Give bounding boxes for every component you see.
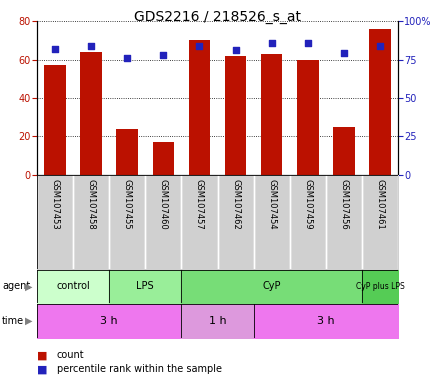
Text: GSM107461: GSM107461 <box>375 179 384 230</box>
Text: percentile rank within the sample: percentile rank within the sample <box>56 364 221 374</box>
Point <box>304 40 311 46</box>
Text: GDS2216 / 218526_s_at: GDS2216 / 218526_s_at <box>134 10 300 23</box>
Text: CyP plus LPS: CyP plus LPS <box>355 282 404 291</box>
Text: ▶: ▶ <box>25 316 33 326</box>
Text: GSM107455: GSM107455 <box>122 179 132 230</box>
Bar <box>368 29 390 175</box>
Text: GSM107453: GSM107453 <box>50 179 59 230</box>
Text: GSM107456: GSM107456 <box>339 179 348 230</box>
Text: agent: agent <box>2 281 30 291</box>
Text: LPS: LPS <box>136 281 154 291</box>
Bar <box>116 129 138 175</box>
Text: time: time <box>2 316 24 326</box>
Text: GSM107460: GSM107460 <box>158 179 168 230</box>
Text: GSM107462: GSM107462 <box>230 179 240 230</box>
Point <box>88 43 95 49</box>
Point <box>339 50 346 56</box>
Bar <box>188 40 210 175</box>
Text: 3 h: 3 h <box>316 316 334 326</box>
Point <box>124 55 131 61</box>
Text: control: control <box>56 281 90 291</box>
Bar <box>260 54 282 175</box>
Bar <box>332 127 354 175</box>
Point <box>196 43 203 49</box>
Point <box>232 47 239 53</box>
Point <box>376 43 383 49</box>
Text: GSM107459: GSM107459 <box>302 179 312 230</box>
Bar <box>44 65 66 175</box>
Bar <box>224 56 246 175</box>
Text: ■: ■ <box>37 350 47 360</box>
Point <box>51 46 58 52</box>
Text: ■: ■ <box>37 364 47 374</box>
Text: 3 h: 3 h <box>100 316 118 326</box>
Point <box>160 52 167 58</box>
Text: count: count <box>56 350 84 360</box>
Text: GSM107457: GSM107457 <box>194 179 204 230</box>
Point <box>267 40 275 46</box>
Text: ▶: ▶ <box>25 281 33 291</box>
Bar <box>296 60 318 175</box>
Text: CyP: CyP <box>262 281 280 291</box>
Bar <box>80 52 102 175</box>
Text: 1 h: 1 h <box>208 316 226 326</box>
Bar <box>152 142 174 175</box>
Text: GSM107454: GSM107454 <box>266 179 276 230</box>
Text: GSM107458: GSM107458 <box>86 179 95 230</box>
